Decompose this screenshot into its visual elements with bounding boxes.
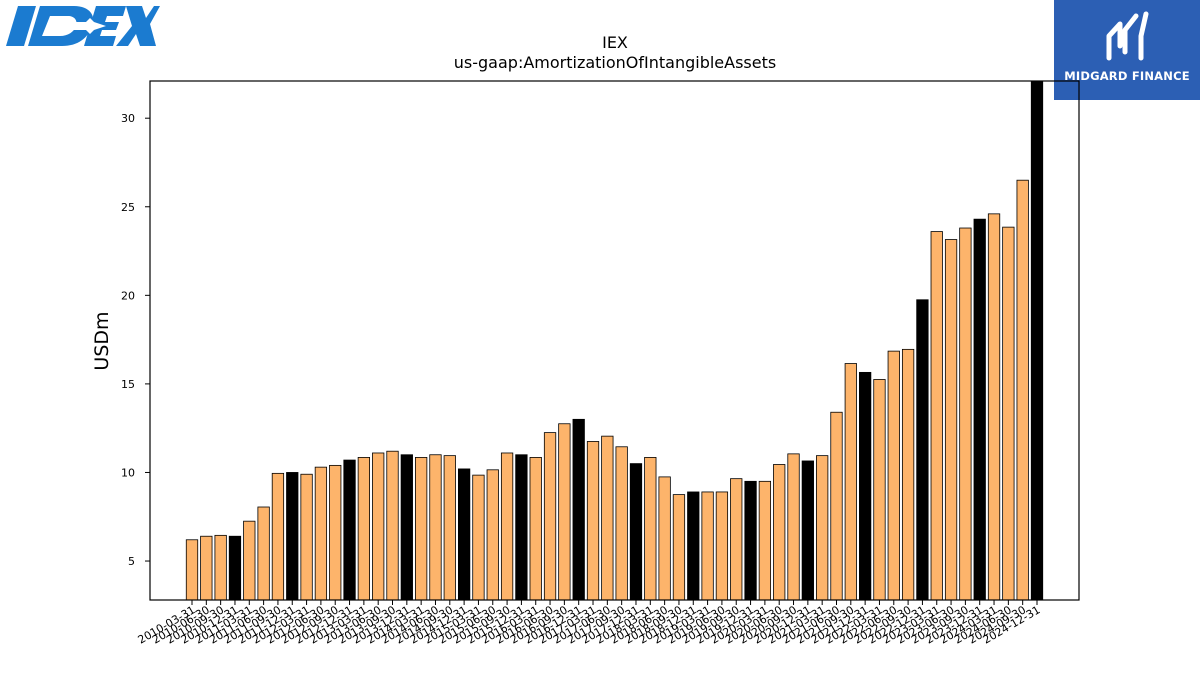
bar-2013-12-31 [400,454,413,601]
bar-2010-09-30 [214,534,227,601]
bar-2022-09-30 [901,348,915,601]
bar-2015-09-30 [500,452,514,601]
y-tick-label: 30 [121,112,135,125]
bar-2012-03-31 [300,473,313,601]
bar-2023-09-30 [959,227,972,601]
bar-2010-06-30 [200,535,213,601]
plot-frame [149,80,1080,601]
bar-2020-06-30 [773,464,786,601]
bar-2019-09-30 [730,478,743,601]
bar-2014-12-31 [457,468,471,601]
bar-2014-03-31 [415,457,428,601]
y-axis-label: USDm [91,311,113,370]
bar-2013-09-30 [386,450,399,601]
bar-2012-06-30 [314,466,328,601]
y-axis: 5 10 15 20 25 30 [121,112,150,568]
bar-2014-06-30 [429,454,442,601]
midgard-finance-logo: MIDGARD FINANCE [1054,0,1200,100]
bar-2022-06-30 [887,350,900,601]
bar-2012-09-30 [329,464,342,601]
bar-2023-06-30 [944,239,958,601]
bar-2010-12-31 [228,535,242,601]
bar-2020-09-30 [787,453,800,601]
bar-2016-03-31 [529,457,542,601]
bar-2010-03-31 [185,539,199,601]
bar-2013-06-30 [372,452,385,601]
bar-2021-06-30 [830,411,843,601]
bar-2024-12-31 [1030,80,1044,601]
midgard-emblem-icon [1106,11,1149,61]
bar-2013-03-31 [357,457,370,601]
bar-2023-03-31 [930,231,943,601]
bar-2016-12-31 [572,418,585,601]
bar-2024-06-30 [1002,226,1015,601]
y-tick-label: 20 [121,289,135,302]
bar-2017-03-31 [586,441,600,601]
bar-2020-03-31 [758,480,772,601]
bar-2017-09-30 [615,446,628,601]
chart-subtitle: us-gaap:AmortizationOfIntangibleAssets [454,53,776,72]
bar-2019-12-31 [744,480,757,601]
bar-2019-03-31 [701,491,714,601]
bar-2015-06-30 [486,469,499,601]
bar-2011-06-30 [257,506,270,601]
bar-2011-12-31 [286,472,299,601]
bar-2018-12-31 [687,491,700,601]
bar-2017-06-30 [601,435,614,601]
chart-title: IEX [602,33,628,52]
x-axis: 2010-03-312010-06-302010-09-302010-12-31… [136,600,1043,647]
idex-logo [6,6,160,46]
y-tick-label: 10 [121,466,135,479]
bar-2016-06-30 [543,432,557,601]
bar-2022-03-31 [873,379,886,601]
bar-2017-12-31 [629,463,643,601]
bar-2018-09-30 [672,494,686,601]
bar-2018-03-31 [644,457,657,601]
bar-2022-12-31 [916,299,929,601]
bar-2023-12-31 [973,218,986,601]
bar-2015-03-31 [472,474,485,601]
bar-2018-06-30 [658,476,671,601]
bar-2016-09-30 [558,423,571,601]
bar-2024-09-30 [1016,179,1029,601]
bar-2014-09-30 [443,455,456,601]
bars-group [185,80,1044,601]
bar-2019-06-30 [715,491,729,601]
bar-2011-03-31 [243,520,256,601]
y-tick-label: 25 [121,201,135,214]
y-tick-label: 15 [121,378,135,391]
bar-2024-03-31 [987,213,1001,601]
bar-2021-12-31 [859,371,872,601]
bar-2012-12-31 [343,459,356,601]
bar-2011-09-30 [271,472,285,601]
midgard-brand-text: MIDGARD FINANCE [1064,69,1190,83]
bar-2020-12-31 [801,460,814,601]
bar-2021-03-31 [816,455,829,601]
bar-2015-12-31 [515,454,528,601]
y-tick-label: 5 [128,555,135,568]
bar-2021-09-30 [844,363,857,601]
